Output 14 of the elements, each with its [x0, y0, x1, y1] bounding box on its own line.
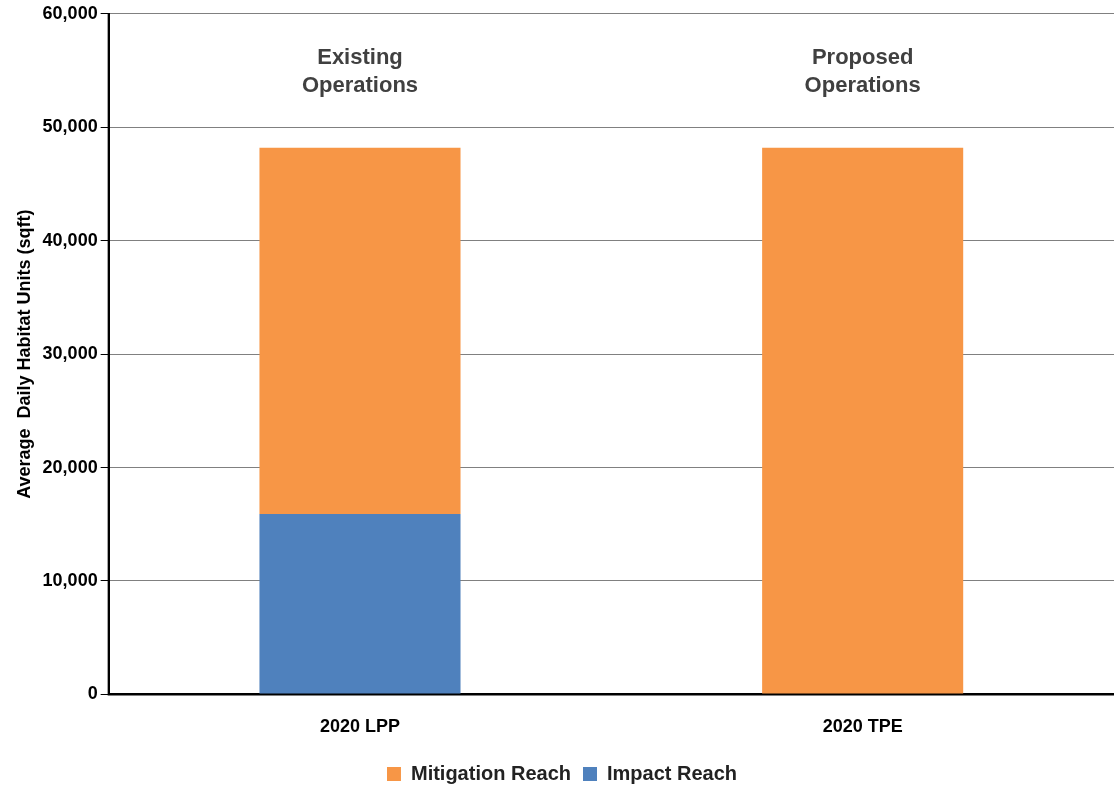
y-tick-label: 60,000: [42, 2, 98, 23]
y-tick-label: 0: [87, 683, 98, 704]
x-tick-label: 2020 LPP: [319, 716, 401, 737]
x-tick-label: 2020 TPE: [822, 716, 903, 737]
annotation: Proposed Operations: [804, 43, 921, 97]
y-tick-label: 20,000: [42, 456, 98, 477]
y-tick-label: 10,000: [42, 569, 98, 590]
y-axis-title: Average Daily Habitat Units (sqft): [13, 209, 34, 499]
y-tick-label: 40,000: [42, 229, 98, 250]
y-tick-label: 30,000: [42, 343, 98, 364]
annotation: Existing Operations: [301, 43, 419, 97]
y-tick-label: 50,000: [42, 116, 98, 137]
legend-label: Mitigation Reach: [410, 761, 571, 784]
legend-label: Impact Reach: [606, 761, 738, 784]
